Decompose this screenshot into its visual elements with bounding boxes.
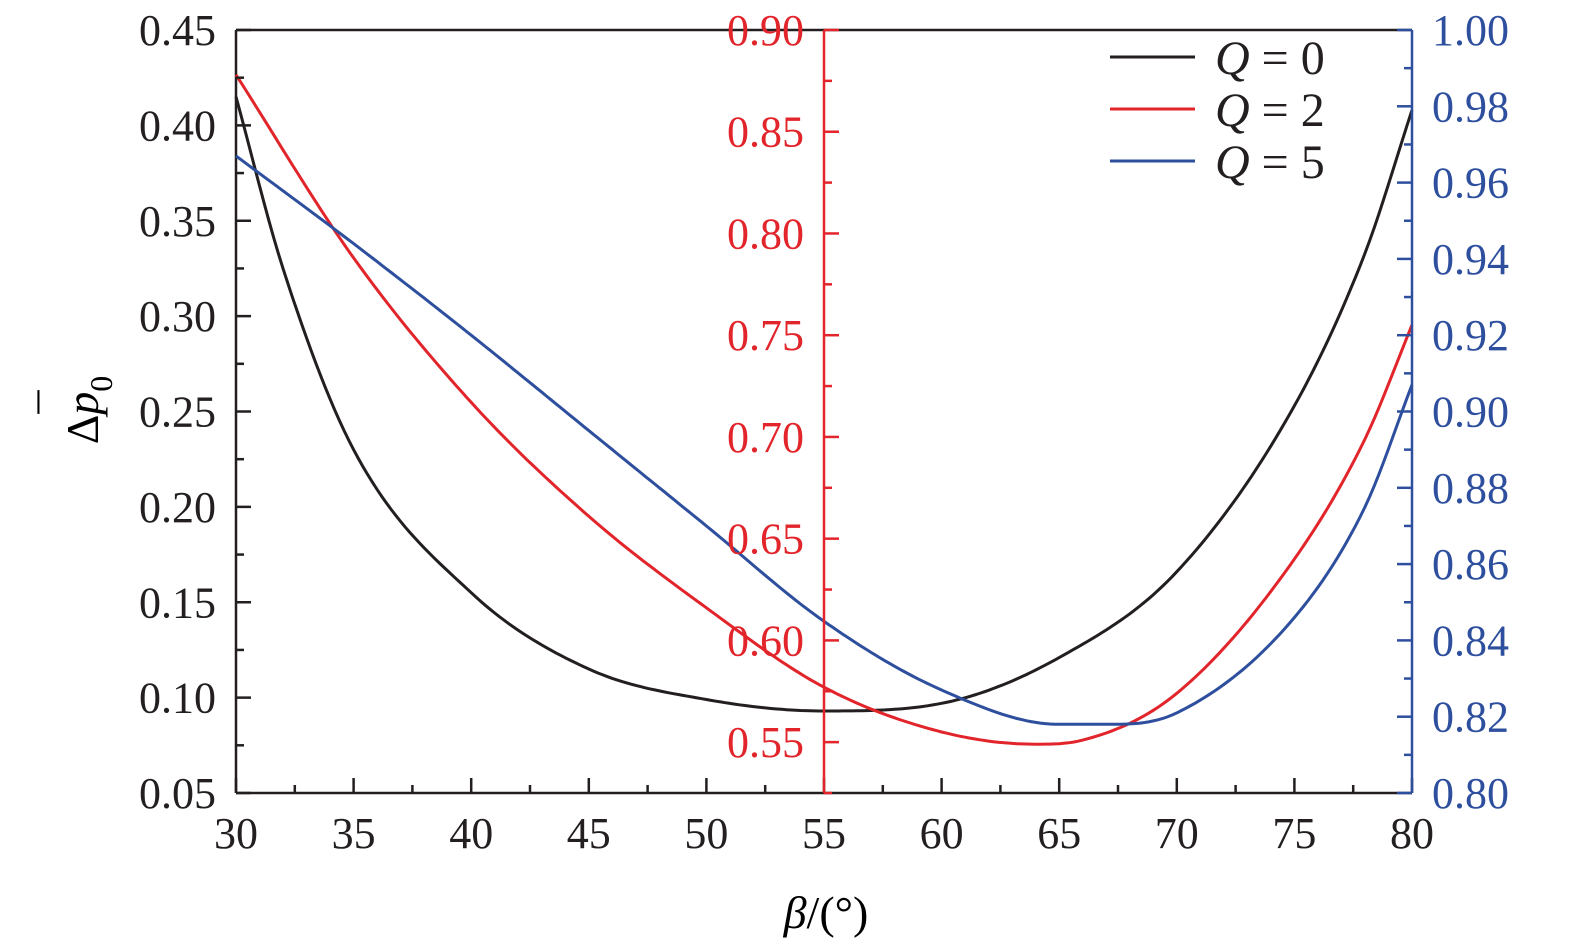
middle-y-tick-label: 0.75 <box>727 311 804 360</box>
right-y-tick-label: 0.90 <box>1432 388 1509 437</box>
middle-y-tick-label: 0.55 <box>727 718 804 767</box>
right-y-tick-label: 0.92 <box>1432 311 1509 360</box>
middle-y-tick-label: 0.90 <box>727 6 804 55</box>
x-axis-title: β/(°) <box>783 887 869 938</box>
middle-y-tick-label: 0.70 <box>727 413 804 462</box>
x-tick-label: 75 <box>1272 809 1316 858</box>
x-tick-label: 35 <box>332 809 376 858</box>
left-y-tick-label: 0.35 <box>139 197 216 246</box>
x-tick-label: 55 <box>802 809 846 858</box>
middle-y-tick-label: 0.65 <box>727 515 804 564</box>
legend: Q = 0Q = 2Q = 5 <box>1110 32 1325 189</box>
left-y-tick-label: 0.30 <box>139 292 216 341</box>
legend-label: Q = 0 <box>1215 32 1325 85</box>
right-y-tick-label: 0.84 <box>1432 616 1509 665</box>
x-tick-label: 65 <box>1037 809 1081 858</box>
right-y-tick-label: 0.80 <box>1432 769 1509 818</box>
left-y-tick-label: 0.05 <box>139 769 216 818</box>
right-y-tick-label: 0.86 <box>1432 540 1509 589</box>
x-tick-label: 50 <box>684 809 728 858</box>
left-y-tick-label: 0.15 <box>139 578 216 627</box>
x-tick-label: 80 <box>1390 809 1434 858</box>
middle-y-tick-label: 0.60 <box>727 616 804 665</box>
legend-label: Q = 2 <box>1215 84 1325 137</box>
right-y-tick-label: 0.96 <box>1432 159 1509 208</box>
x-tick-label: 40 <box>449 809 493 858</box>
right-y-tick-label: 1.00 <box>1432 6 1509 55</box>
left-y-tick-label: 0.25 <box>139 388 216 437</box>
left-y-tick-label: 0.40 <box>139 101 216 150</box>
left-y-tick-label: 0.45 <box>139 6 216 55</box>
right-y-tick-label: 0.88 <box>1432 464 1509 513</box>
svg-text:Δp0: Δp0 <box>57 376 119 445</box>
right-y-tick-label: 0.82 <box>1432 693 1509 742</box>
x-tick-label: 30 <box>214 809 258 858</box>
legend-label: Q = 5 <box>1215 136 1325 189</box>
middle-y-tick-label: 0.80 <box>727 209 804 258</box>
x-tick-label: 45 <box>567 809 611 858</box>
right-y-tick-label: 0.94 <box>1432 235 1509 284</box>
left-y-tick-label: 0.20 <box>139 483 216 532</box>
axes-layer: 30 35 40 45 50 55 60 65 70 75 80 0.05 0.10 0.15 0.20 0.… <box>139 6 1509 858</box>
y-axis-title: Δp0 ¯ <box>31 376 119 445</box>
left-y-tick-label: 0.10 <box>139 674 216 723</box>
y-axis-title-bar: ¯ <box>31 390 82 415</box>
middle-y-tick-label: 0.85 <box>727 108 804 157</box>
right-y-tick-label: 0.98 <box>1432 82 1509 131</box>
x-tick-label: 70 <box>1155 809 1199 858</box>
x-tick-label: 60 <box>920 809 964 858</box>
